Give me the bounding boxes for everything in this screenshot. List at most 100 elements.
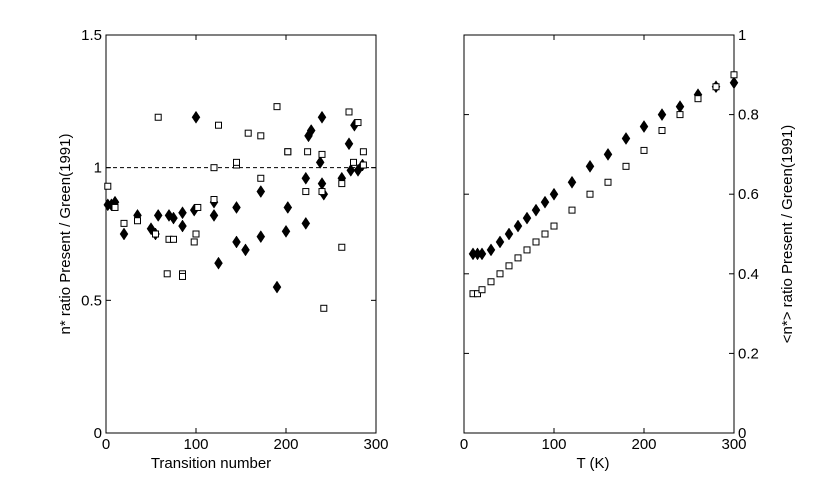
- left-diamond-point: [153, 208, 163, 222]
- right-x-tick-label: 0: [460, 436, 468, 453]
- left-square-point: [350, 158, 357, 166]
- left-diamond-point: [191, 110, 201, 124]
- right-y-axis-title: <n*> ratio Present / Green(1991): [779, 125, 796, 343]
- left-square-point: [345, 108, 353, 116]
- left-square-point: [359, 148, 367, 156]
- right-diamond-point: [621, 132, 631, 145]
- left-square-point: [163, 270, 171, 278]
- left-diamond-point: [256, 185, 266, 198]
- right-diamond-point: [522, 211, 532, 225]
- right-diamond-point: [495, 235, 505, 249]
- right-x-tick-label: 200: [631, 436, 656, 453]
- right-diamond-point: [585, 159, 595, 173]
- left-diamond-point: [281, 224, 291, 238]
- right-diamond-point: [729, 76, 739, 90]
- left-diamond-point: [317, 110, 327, 124]
- left-y-tick-label: 1: [94, 160, 102, 177]
- left-square-point: [284, 148, 292, 156]
- left-diamond-point: [317, 177, 327, 191]
- right-ticks: [463, 34, 735, 434]
- right-square-point: [514, 254, 522, 262]
- left-plot-frame: [105, 34, 377, 434]
- left-square-point: [338, 243, 346, 251]
- left-square-point: [257, 132, 265, 140]
- left-square-point: [192, 230, 200, 238]
- right-x-tick-label: 300: [721, 436, 746, 453]
- left-diamond-point: [346, 163, 356, 177]
- left-points: [103, 103, 367, 312]
- left-diamond-point: [256, 230, 266, 244]
- left-square-point: [190, 238, 198, 246]
- right-square-point: [730, 71, 738, 79]
- right-diamond-point: [513, 219, 523, 233]
- left-square-point: [320, 304, 328, 312]
- right-plot-frame: [463, 34, 735, 434]
- left-square-point: [302, 188, 310, 196]
- right-square-point: [622, 162, 630, 170]
- left-diamond-point: [315, 155, 325, 169]
- right-square-point: [532, 238, 540, 246]
- right-points: [468, 71, 739, 298]
- right-square-point: [568, 206, 576, 214]
- left-diamond-point: [301, 216, 311, 230]
- left-x-tick-label: 100: [183, 436, 208, 453]
- right-y-tick-label: 1: [738, 27, 746, 44]
- right-diamond-point: [486, 243, 496, 257]
- left-diamond-point: [241, 243, 250, 257]
- right-square-point: [694, 95, 702, 103]
- left-square-point: [318, 188, 326, 196]
- left-square-point: [154, 113, 162, 121]
- left-diamond-point: [283, 201, 293, 214]
- left-ticks: [105, 34, 377, 434]
- left-tick-labels: 0 100 200 300 0 0.5 1 1.5: [81, 27, 388, 453]
- right-y-tick-label: 0.4: [738, 266, 759, 283]
- left-square-point: [318, 150, 326, 158]
- right-y-tick-label: 0: [738, 425, 746, 442]
- left-square-point: [210, 196, 218, 204]
- right-square-point: [474, 290, 481, 298]
- right-x-tick-label: 100: [541, 436, 566, 453]
- right-diamond-point: [657, 108, 667, 122]
- right-square-point: [505, 262, 513, 270]
- right-diamond-point: [675, 100, 685, 114]
- right-diamond-point: [567, 175, 577, 189]
- left-diamond-point: [344, 137, 354, 151]
- right-diamond-point: [477, 247, 487, 261]
- right-square-point: [640, 146, 648, 154]
- right-y-tick-label: 0.8: [738, 107, 759, 124]
- right-square-point: [496, 270, 504, 278]
- right-square-point: [676, 111, 684, 119]
- left-square-point: [257, 174, 265, 182]
- left-square-point: [215, 121, 222, 129]
- left-square-point: [111, 203, 119, 211]
- left-diamond-point: [119, 227, 129, 241]
- right-diamond-point: [549, 187, 559, 201]
- left-square-point: [179, 272, 186, 280]
- left-diamond-point: [214, 256, 223, 270]
- left-square-point: [273, 103, 281, 111]
- left-x-tick-label: 200: [273, 436, 298, 453]
- left-square-point: [233, 158, 240, 166]
- left-square-point: [354, 119, 362, 127]
- left-square-point: [120, 219, 128, 227]
- left-diamond-point: [209, 208, 219, 222]
- left-diamond-point: [272, 280, 282, 294]
- left-square-point: [210, 164, 218, 172]
- left-square-point: [170, 235, 177, 243]
- left-square-point: [194, 203, 202, 211]
- right-diamond-point: [639, 120, 649, 133]
- left-square-point: [152, 230, 159, 238]
- right-diamond-point: [531, 203, 541, 217]
- right-diamond-point: [540, 195, 550, 209]
- left-square-point: [359, 161, 367, 169]
- right-square-point: [478, 286, 486, 294]
- left-diamond-point: [306, 124, 316, 137]
- right-diamond-point: [504, 227, 514, 241]
- left-square-point: [338, 180, 346, 188]
- left-diamond-point: [232, 235, 241, 249]
- left-y-tick-label: 0.5: [81, 292, 102, 309]
- left-panel: 0 100 200 300 0 0.5 1 1.5 Transition number n* …: [57, 27, 389, 472]
